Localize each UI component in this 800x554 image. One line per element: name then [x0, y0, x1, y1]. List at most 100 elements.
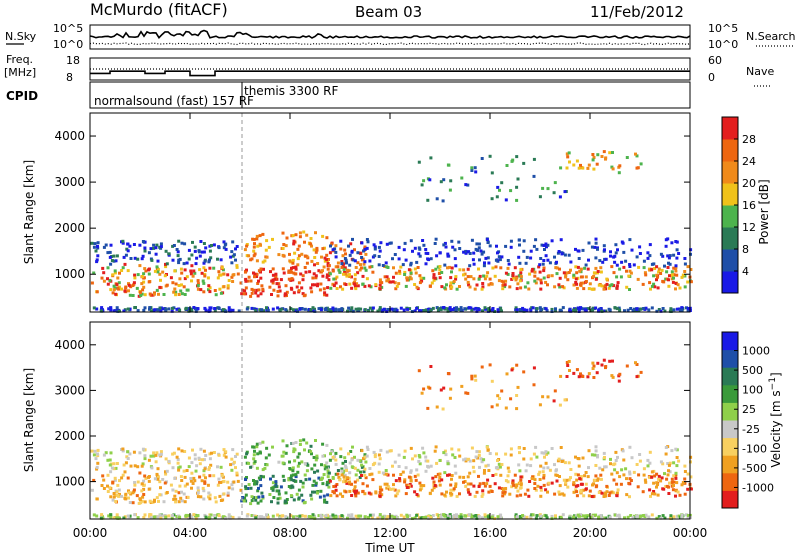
heatmap-cell	[271, 481, 275, 485]
heatmap-cell	[655, 472, 659, 476]
heatmap-cell	[252, 254, 256, 258]
heatmap-cell	[230, 250, 234, 254]
heatmap-cell	[249, 279, 253, 283]
heatmap-cell	[397, 257, 401, 261]
heatmap-cell	[322, 265, 326, 269]
heatmap-cell	[672, 461, 676, 465]
heatmap-cell	[543, 455, 546, 459]
heatmap-cell	[558, 475, 561, 478]
heatmap-cell	[177, 293, 181, 296]
heatmap-cell	[132, 281, 136, 285]
heatmap-cell	[407, 268, 411, 272]
heatmap-cell	[584, 275, 588, 279]
heatmap-cell	[671, 280, 675, 284]
heatmap-cell	[273, 277, 277, 281]
heatmap-cell	[165, 262, 169, 266]
heatmap-cell	[158, 272, 162, 276]
heatmap-cell	[664, 446, 668, 449]
heatmap-cell	[395, 492, 399, 496]
heatmap-cell	[326, 286, 330, 290]
heatmap-cell	[316, 491, 319, 495]
heatmap-cell	[187, 257, 191, 261]
heatmap-cell	[246, 279, 250, 283]
heatmap-cell	[289, 286, 293, 290]
heatmap-cell	[587, 449, 591, 453]
heatmap-cell	[192, 476, 196, 480]
heatmap-cell	[514, 485, 518, 489]
heatmap-cell	[148, 514, 151, 518]
heatmap-cell	[184, 514, 188, 518]
heatmap-cell	[277, 282, 281, 286]
heatmap-cell	[157, 292, 160, 296]
heatmap-cell	[615, 263, 619, 267]
heatmap-cell	[113, 269, 117, 273]
heatmap-cell	[568, 516, 572, 520]
heatmap-cell	[282, 271, 286, 275]
heatmap-cell	[443, 263, 447, 267]
heatmap-cell	[605, 490, 609, 494]
heatmap-cell	[422, 484, 426, 488]
heatmap-cell	[667, 284, 671, 288]
heatmap-cell	[116, 516, 120, 520]
heatmap-cell	[180, 241, 184, 245]
heatmap-cell	[235, 245, 239, 248]
heatmap-cell	[317, 476, 321, 480]
heatmap-cell	[198, 462, 202, 466]
heatmap-cell	[550, 274, 554, 278]
heatmap-cell	[131, 501, 135, 505]
heatmap-cell	[359, 514, 363, 518]
heatmap-cell	[494, 265, 498, 269]
heatmap-cell	[96, 246, 100, 250]
colorbar-swatch	[722, 349, 738, 368]
y-tick-label: 2000	[54, 221, 85, 235]
heatmap-cell	[499, 516, 503, 520]
heatmap-cell	[305, 462, 309, 466]
heatmap-cell	[356, 478, 360, 482]
heatmap-cell	[102, 453, 106, 457]
heatmap-cell	[310, 467, 314, 471]
heatmap-cell	[96, 461, 100, 465]
heatmap-cell	[254, 309, 258, 313]
heatmap-cell	[296, 455, 300, 459]
heatmap-cell	[683, 470, 687, 473]
heatmap-cell	[438, 276, 442, 280]
heatmap-cell	[325, 275, 329, 279]
heatmap-cell	[513, 473, 517, 477]
heatmap-cell	[305, 469, 309, 473]
heatmap-cell	[409, 277, 413, 281]
heatmap-cell	[604, 365, 608, 368]
heatmap-cell	[299, 479, 303, 483]
heatmap-cell	[156, 475, 160, 479]
heatmap-cell	[120, 476, 124, 480]
heatmap-cell	[689, 455, 693, 459]
x-tick-label: 00:00	[673, 526, 708, 540]
heatmap-cell	[271, 237, 274, 241]
heatmap-cell	[464, 249, 468, 253]
heatmap-cell	[101, 474, 105, 478]
heatmap-cell	[522, 161, 526, 165]
heatmap-cell	[177, 239, 181, 243]
heatmap-cell	[479, 249, 483, 253]
heatmap-cell	[403, 273, 407, 276]
heatmap-cell	[235, 473, 239, 477]
heatmap-cell	[647, 308, 651, 312]
colorbar-frame	[721, 331, 739, 509]
heatmap-cell	[321, 269, 324, 273]
heatmap-cell	[281, 439, 285, 443]
heatmap-cell	[592, 274, 596, 278]
heatmap-cell	[529, 249, 533, 253]
heatmap-cell	[232, 273, 236, 277]
heatmap-cell	[403, 270, 407, 274]
heatmap-cell	[380, 488, 384, 492]
heatmap-cell	[594, 277, 598, 281]
colorbar-tick-label: -1000	[742, 481, 774, 494]
heatmap-cell	[428, 178, 432, 182]
heatmap-cell	[348, 275, 352, 278]
heatmap-cell	[405, 278, 409, 282]
heatmap-cell	[466, 391, 470, 395]
heatmap-cell	[112, 492, 116, 495]
heatmap-cell	[318, 288, 322, 292]
heatmap-cell	[138, 243, 142, 247]
heatmap-cell	[92, 453, 96, 457]
